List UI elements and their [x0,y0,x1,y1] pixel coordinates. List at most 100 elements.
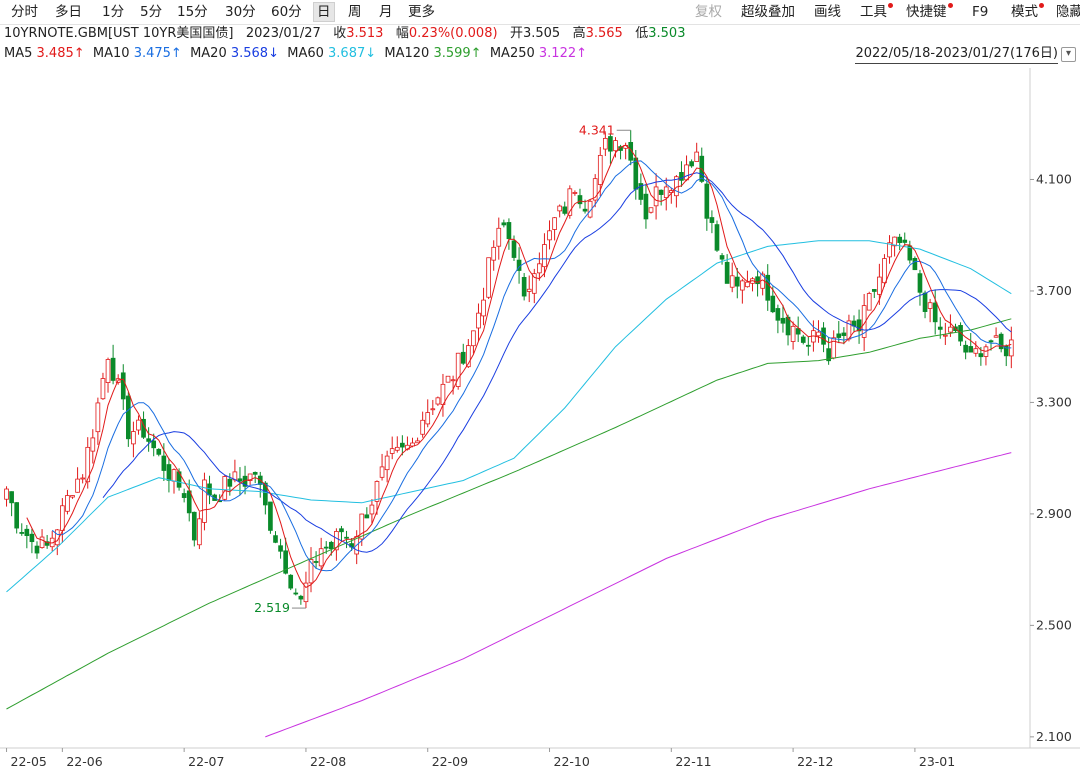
toolbar-item-15[interactable]: 快捷键 [906,4,947,20]
candle-body [303,582,309,603]
candle-body [252,471,258,475]
toolbar-item-13[interactable]: 画线 [814,4,841,20]
ma-legend: MA5 3.485↑ MA10 3.475↑ MA20 3.568↓ MA60 … [4,45,1078,63]
candle-body [892,236,897,247]
toolbar-item-11[interactable]: 复权 [695,4,722,20]
ma-legend-name: MA250 [489,46,539,61]
open-label: 开 [509,26,523,41]
candle-body [496,227,502,247]
candle-body [197,518,202,546]
ma-legend-value: 3.599↑ [433,46,482,61]
candle-body [770,295,776,313]
quote-date: 2023/01/27 [245,26,321,41]
low-marker-label: 2.519 [254,600,290,615]
candle-body [323,546,329,549]
candle-body [222,476,228,500]
candle-body [186,490,192,514]
candle-body [227,478,233,487]
candle-body [948,326,953,333]
candle-body [105,359,111,383]
candle-body [481,299,486,317]
toolbar-item-18[interactable]: 隐藏 [1056,4,1080,20]
toolbar-item-1[interactable]: 多日 [55,4,82,20]
candle-body [379,466,385,478]
toolbar-item-17[interactable]: 模式 [1011,4,1038,20]
low-label: 低 [635,26,649,41]
toolbar-item-0[interactable]: 分时 [11,4,38,20]
candle-body [603,137,608,150]
candle-body [126,395,131,440]
candle-body [146,438,151,442]
candle-body [75,478,80,493]
candle-body [937,326,943,330]
candle-body [328,541,334,550]
close-value: 3.513 [346,26,384,41]
toolbar-item-2[interactable]: 1分 [102,4,125,20]
candle-body [415,440,420,444]
candle-body [836,333,842,338]
candle-body [298,595,304,600]
candle-body [293,592,299,595]
quote-info-line: 10YRNOTE.GBM[UST 10YR美国国债] 2023/01/27 收3… [4,25,685,43]
candle-body [968,346,974,353]
candle-body [922,292,928,312]
candle-body [800,336,806,343]
candle-body [643,193,649,220]
candle-body [557,205,563,212]
y-tick-label: 2.900 [1036,506,1072,521]
candle-body [374,481,380,502]
toolbar-item-3[interactable]: 5分 [140,4,163,20]
toolbar-item-4[interactable]: 15分 [177,4,208,20]
candle-body [562,206,568,214]
candle-body [740,280,745,291]
toolbar-item-16[interactable]: F9 [972,4,989,20]
candle-body [856,319,862,332]
toolbar-item-7[interactable]: 日 [313,2,335,22]
toolbar-item-14[interactable]: 工具 [860,4,887,20]
candle-body [582,208,588,212]
y-tick-label: 2.500 [1036,617,1072,632]
date-range-dropdown-icon[interactable]: ▾ [1061,47,1076,62]
toolbar-item-10[interactable]: 更多 [408,4,435,20]
toolbar-item-6[interactable]: 60分 [271,4,302,20]
candle-body [344,536,349,539]
candle-body [592,178,598,201]
candle-body [120,372,126,400]
candle-body [506,222,512,240]
high-value: 3.565 [585,26,623,41]
x-tick-label: 22-10 [554,754,590,769]
candle-body [288,574,294,589]
candle-body [719,255,725,260]
candle-body [29,533,35,543]
toolbar-item-9[interactable]: 月 [379,4,393,20]
candle-body [567,188,573,216]
candle-body [39,536,45,548]
candle-body [745,281,750,288]
candle-body [202,479,207,523]
candle-body [882,258,887,284]
toolbar-item-12[interactable]: 超级叠加 [741,4,795,20]
high-marker-label: 4.341 [579,122,615,137]
candle-body [247,473,253,481]
candle-body [313,561,319,563]
candle-body [9,491,14,504]
candle-body [552,217,557,230]
notification-dot-icon [948,3,953,8]
candle-body [359,513,365,540]
candle-body [998,333,1004,350]
toolbar-item-8[interactable]: 周 [348,4,362,20]
candle-body [806,344,811,347]
candle-body [608,136,613,152]
candle-body [318,548,324,567]
date-range-selector[interactable]: 2022/05/18-2023/01/27(176日) [855,45,1058,64]
toolbar-item-5[interactable]: 30分 [225,4,256,20]
candle-body [932,302,938,323]
candle-body [542,244,547,268]
candle-body [136,419,141,431]
candle-body [734,276,740,287]
candle-body [526,288,532,292]
candle-body [694,151,700,162]
candle-body [389,448,395,454]
candle-body [369,504,375,515]
